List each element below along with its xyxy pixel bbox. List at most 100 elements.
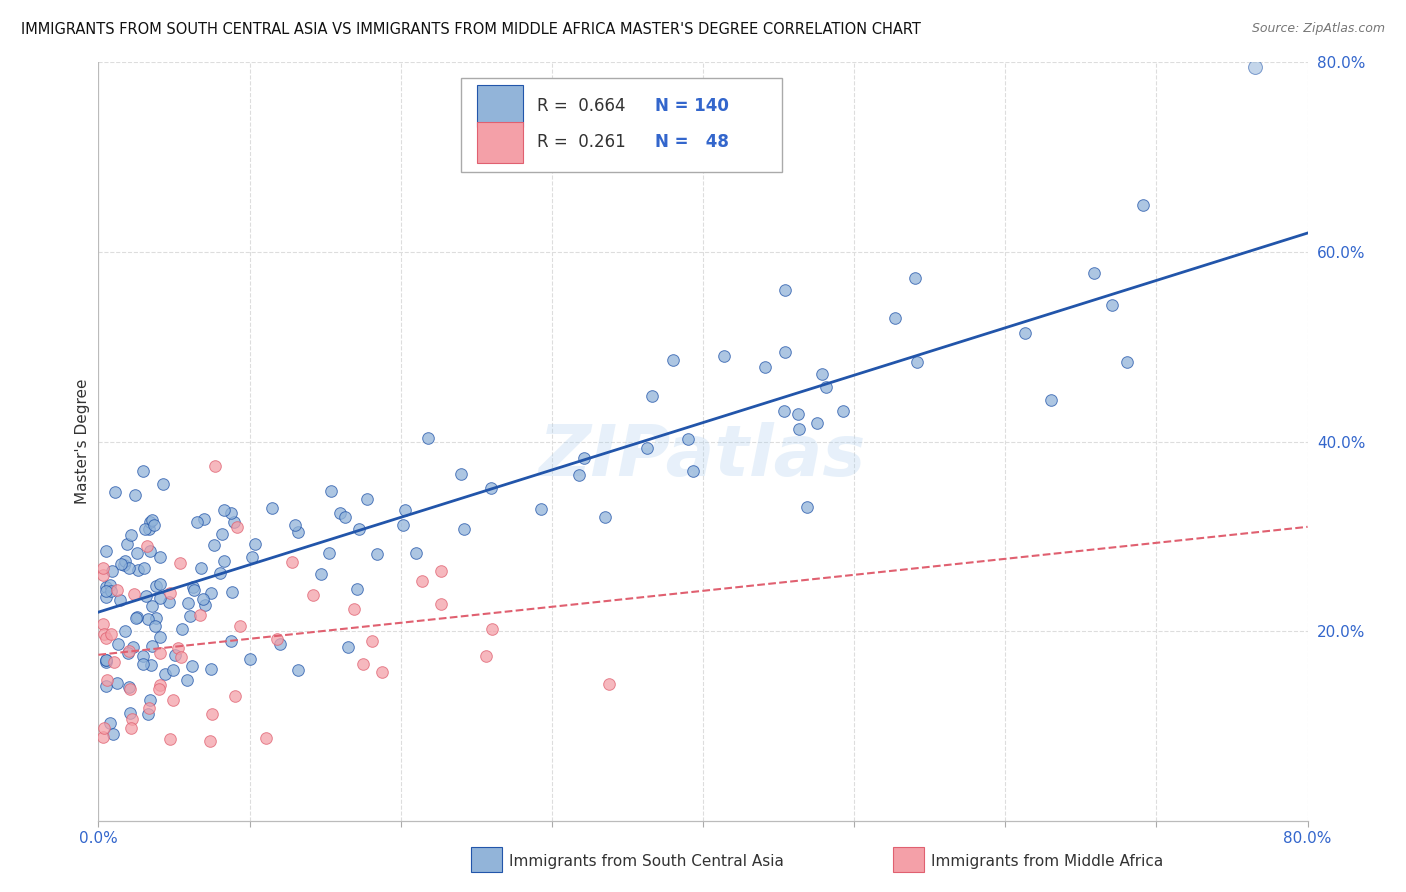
Point bbox=[136, 707, 159, 722]
Point bbox=[475, 649, 498, 664]
Point bbox=[682, 465, 704, 479]
Point bbox=[430, 564, 453, 578]
Point bbox=[394, 503, 416, 517]
Point bbox=[141, 639, 163, 653]
Point bbox=[117, 646, 139, 660]
Point bbox=[209, 566, 232, 580]
Point bbox=[309, 567, 332, 582]
Point bbox=[450, 467, 472, 482]
Point bbox=[360, 633, 382, 648]
Point bbox=[229, 619, 252, 633]
Point bbox=[287, 524, 309, 539]
Point bbox=[186, 516, 208, 530]
Point bbox=[142, 517, 165, 532]
Point bbox=[202, 538, 225, 552]
Point bbox=[183, 583, 205, 598]
Point bbox=[219, 633, 242, 648]
Point bbox=[212, 503, 235, 517]
Point bbox=[318, 546, 340, 560]
Point bbox=[177, 596, 200, 610]
Point bbox=[139, 544, 162, 558]
Point bbox=[122, 586, 145, 600]
Point bbox=[138, 522, 160, 536]
Point bbox=[94, 679, 117, 693]
Point bbox=[170, 622, 193, 636]
Point bbox=[149, 630, 172, 644]
Point bbox=[143, 619, 166, 633]
Point bbox=[125, 610, 148, 624]
Point bbox=[136, 539, 159, 553]
Point bbox=[832, 404, 855, 418]
Point bbox=[221, 585, 243, 599]
Point bbox=[149, 678, 172, 692]
Point bbox=[787, 422, 810, 436]
Text: Immigrants from South Central Asia: Immigrants from South Central Asia bbox=[509, 854, 785, 869]
Point bbox=[91, 568, 114, 582]
Point bbox=[281, 555, 304, 569]
Point bbox=[91, 617, 114, 632]
Point bbox=[98, 578, 121, 592]
Point bbox=[93, 627, 115, 641]
Point bbox=[91, 561, 114, 575]
Point bbox=[96, 653, 118, 667]
Point bbox=[641, 389, 664, 403]
Point bbox=[214, 554, 236, 568]
Point bbox=[356, 491, 378, 506]
Point bbox=[754, 359, 776, 374]
Point bbox=[157, 595, 180, 609]
Point bbox=[103, 656, 125, 670]
Point bbox=[200, 662, 222, 676]
Point bbox=[181, 580, 204, 594]
Point bbox=[405, 546, 427, 560]
Point bbox=[336, 640, 359, 654]
Point bbox=[568, 468, 591, 483]
Point bbox=[193, 511, 215, 525]
Point bbox=[245, 537, 267, 551]
Point bbox=[530, 501, 553, 516]
Point bbox=[149, 646, 172, 660]
Point bbox=[149, 577, 172, 591]
Point bbox=[138, 515, 160, 529]
Point bbox=[127, 562, 149, 576]
Point bbox=[287, 663, 309, 677]
Point bbox=[100, 565, 122, 579]
Point bbox=[1101, 298, 1123, 312]
Point bbox=[416, 431, 439, 445]
Point bbox=[132, 561, 155, 575]
Point bbox=[138, 612, 160, 626]
Point bbox=[138, 701, 160, 715]
Point bbox=[112, 558, 135, 572]
Point bbox=[132, 464, 155, 478]
Point bbox=[167, 641, 190, 656]
Point bbox=[180, 658, 202, 673]
Text: IMMIGRANTS FROM SOUTH CENTRAL ASIA VS IMMIGRANTS FROM MIDDLE AFRICA MASTER'S DEG: IMMIGRANTS FROM SOUTH CENTRAL ASIA VS IM… bbox=[21, 22, 921, 37]
Point bbox=[479, 481, 502, 495]
Point bbox=[225, 520, 247, 534]
Text: ZIPatlas: ZIPatlas bbox=[540, 422, 866, 491]
Point bbox=[1083, 266, 1105, 280]
Point bbox=[145, 579, 167, 593]
Text: N = 140: N = 140 bbox=[655, 96, 728, 115]
Point bbox=[787, 407, 810, 421]
Text: N =   48: N = 48 bbox=[655, 133, 728, 151]
Point bbox=[139, 692, 162, 706]
Point bbox=[319, 483, 342, 498]
Point bbox=[104, 485, 127, 500]
Point bbox=[134, 522, 156, 536]
Point bbox=[153, 666, 176, 681]
Point bbox=[335, 510, 357, 524]
Text: R =  0.664: R = 0.664 bbox=[537, 96, 626, 115]
Point bbox=[124, 488, 146, 502]
Text: R =  0.261: R = 0.261 bbox=[537, 133, 626, 151]
Point bbox=[94, 584, 117, 599]
Point bbox=[118, 682, 141, 697]
Point bbox=[96, 673, 118, 687]
Point bbox=[266, 632, 288, 647]
Point bbox=[239, 652, 262, 666]
Point bbox=[773, 344, 796, 359]
Point bbox=[139, 657, 162, 672]
Point bbox=[200, 586, 222, 600]
Point bbox=[806, 417, 828, 431]
Point bbox=[103, 727, 125, 741]
FancyBboxPatch shape bbox=[477, 121, 523, 163]
